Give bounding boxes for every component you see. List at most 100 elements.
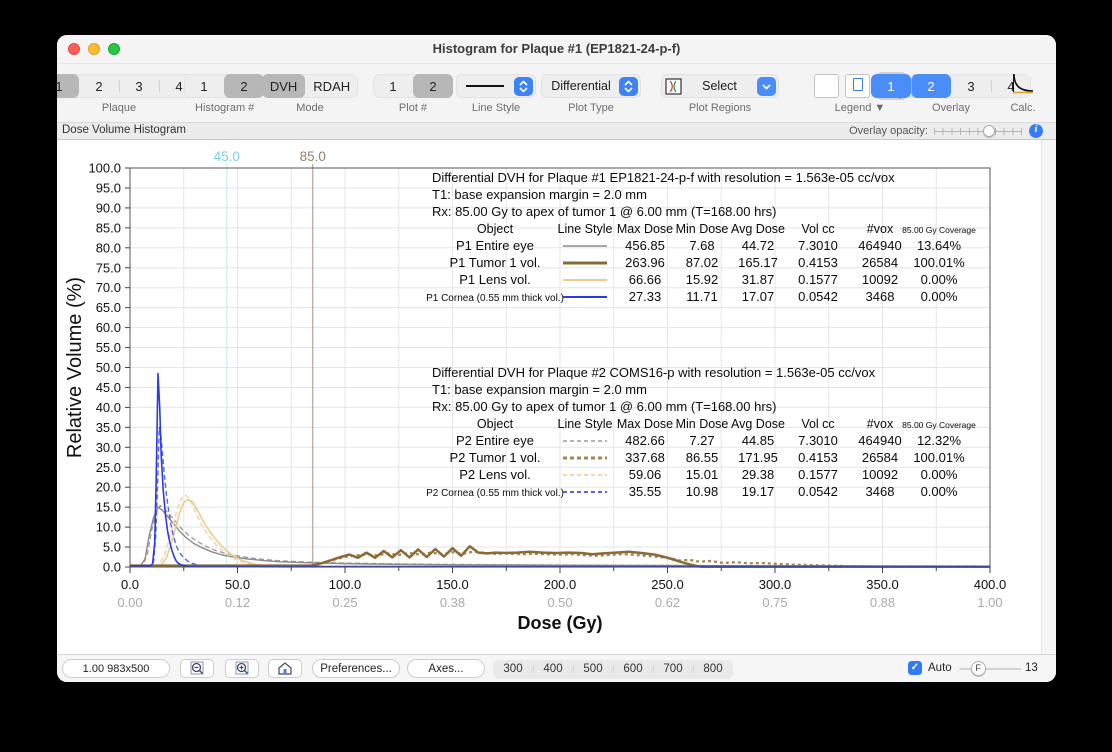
- segment-1[interactable]: 1: [389, 78, 397, 94]
- segment-1[interactable]: 1: [871, 74, 911, 98]
- app-window: Histogram for Plaque #1 (EP1821-24-p-f) …: [57, 35, 1056, 682]
- plot-type-label: Plot Type: [568, 102, 614, 114]
- line-style-popup[interactable]: [456, 74, 536, 98]
- y-tick-label: 60.0: [96, 320, 121, 335]
- legend-col-coverage: 85.00 Gy Coverage: [902, 420, 976, 430]
- info-icon[interactable]: [1029, 123, 1043, 138]
- bottom-toolbar: 1.00 983x500: [57, 654, 1056, 682]
- axes-button[interactable]: Axes...: [407, 659, 485, 678]
- zoom-out-button[interactable]: [180, 659, 214, 678]
- legend-row-value: 12.32%: [917, 433, 962, 448]
- legend-row-object: P1 Tumor 1 vol.: [449, 255, 540, 270]
- y-tick-label: 70.0: [96, 280, 121, 295]
- segment-dvh[interactable]: DVH: [261, 74, 306, 98]
- plot-type-popup[interactable]: Differential: [541, 74, 641, 98]
- fullscreen-button[interactable]: [108, 43, 120, 55]
- segment-400[interactable]: 400: [532, 660, 573, 679]
- segment-2[interactable]: 2: [95, 78, 103, 94]
- legend-row-value: 19.17: [742, 484, 775, 499]
- y-axis-title: Relative Volume (%): [64, 277, 86, 458]
- legend-col-coverage: 85.00 Gy Coverage: [902, 225, 976, 235]
- segment-800[interactable]: 800: [692, 660, 733, 679]
- x-tick-secondary-label: 0.62: [655, 595, 680, 610]
- segment-4[interactable]: 4: [990, 74, 1031, 98]
- traffic-lights: [68, 43, 120, 55]
- segment-2[interactable]: 2: [413, 74, 453, 98]
- legend-col: Avg Dose: [731, 417, 785, 431]
- solid-line-icon: [466, 85, 504, 87]
- x-tick-secondary-label: 0.50: [547, 595, 572, 610]
- x-tick-label: 50.0: [225, 577, 250, 592]
- opacity-slider-thumb[interactable]: [982, 125, 995, 137]
- marker-label-85: 85.0: [300, 149, 326, 164]
- legend-col-object: Object: [477, 222, 514, 236]
- overlay-opacity-slider[interactable]: [934, 125, 1022, 138]
- overlay-opacity-label: Overlay opacity:: [849, 125, 928, 137]
- x-tick-secondary-label: 0.88: [870, 595, 895, 610]
- legend-row-value: 11.71: [686, 289, 718, 304]
- segment-700[interactable]: 700: [652, 660, 693, 679]
- segment-600[interactable]: 600: [612, 660, 653, 679]
- calc-button[interactable]: [1010, 71, 1036, 102]
- preferences-button[interactable]: Preferences...: [312, 659, 400, 678]
- segment-500[interactable]: 500: [572, 660, 613, 679]
- legend-row-value: 464940: [858, 238, 901, 253]
- legend-row-value: 44.72: [742, 238, 775, 253]
- legend-small-button[interactable]: [844, 74, 870, 98]
- segment-1[interactable]: 1: [200, 78, 208, 94]
- legend-row-value: 15.92: [686, 272, 719, 287]
- segment-rdah[interactable]: RDAH: [313, 78, 351, 94]
- segment-4[interactable]: 4: [158, 74, 199, 98]
- y-tick-label: 90.0: [96, 200, 121, 215]
- font-size-slider[interactable]: F: [959, 659, 1021, 678]
- plot-size-segmented: 300 400 500 600 700 800: [493, 659, 733, 679]
- y-tick-label: 65.0: [96, 300, 121, 315]
- minimize-button[interactable]: [88, 43, 100, 55]
- y-tick-label: 85.0: [96, 220, 121, 235]
- close-button[interactable]: [68, 43, 80, 55]
- x-tick-label: 200.0: [544, 577, 577, 592]
- marker-label-45: 45.0: [214, 149, 240, 164]
- legend-row-value: 100.01%: [913, 450, 965, 465]
- x-tick-secondary-label: 0.00: [117, 595, 142, 610]
- segment-3[interactable]: 3: [967, 78, 975, 94]
- y-tick-label: 10.0: [96, 520, 121, 535]
- segment-3[interactable]: 3: [118, 74, 159, 98]
- segment-300[interactable]: 300: [503, 663, 523, 675]
- home-view-button[interactable]: [268, 659, 302, 678]
- slider-thumb[interactable]: F: [970, 661, 986, 676]
- x-tick-label: 0.0: [121, 577, 139, 592]
- scroll-gutter: [1041, 140, 1056, 654]
- legend-row-value: 165.17: [738, 255, 778, 270]
- segment-1[interactable]: 1: [57, 74, 79, 98]
- y-tick-label: 30.0: [96, 440, 121, 455]
- auto-checkbox[interactable]: [908, 661, 922, 680]
- x-tick-secondary-label: 0.25: [332, 595, 357, 610]
- segment-2[interactable]: 2: [224, 74, 264, 98]
- zoom-status-field[interactable]: 1.00 983x500: [62, 659, 170, 678]
- legend-row-value: 7.3010: [798, 238, 838, 253]
- x-tick-label: 350.0: [866, 577, 899, 592]
- segment-2[interactable]: 2: [911, 74, 951, 98]
- plot-regions-label: Plot Regions: [688, 102, 752, 114]
- legend-row-value: 0.4153: [798, 450, 838, 465]
- legend-row-value: 17.07: [742, 289, 775, 304]
- legend-row-object: P2 Lens vol.: [459, 467, 531, 482]
- legend-line2: T1: base expansion margin = 2.0 mm: [432, 382, 647, 397]
- legend-row-value: 26584: [862, 255, 898, 270]
- y-tick-label: 45.0: [96, 380, 121, 395]
- y-tick-label: 80.0: [96, 240, 121, 255]
- x-tick-label: 250.0: [651, 577, 684, 592]
- legend-row-value: 31.87: [742, 272, 775, 287]
- legend-col-linestyle: Line Style: [558, 417, 613, 431]
- legend-row-value: 263.96: [625, 255, 665, 270]
- x-tick-label: 100.0: [329, 577, 362, 592]
- plot-regions-pulldown[interactable]: Select: [661, 74, 779, 98]
- legend-row-value: 7.68: [689, 238, 714, 253]
- legend-row-value: 7.3010: [798, 433, 838, 448]
- legend-off-button[interactable]: [813, 74, 839, 98]
- zoom-in-button[interactable]: [225, 659, 259, 678]
